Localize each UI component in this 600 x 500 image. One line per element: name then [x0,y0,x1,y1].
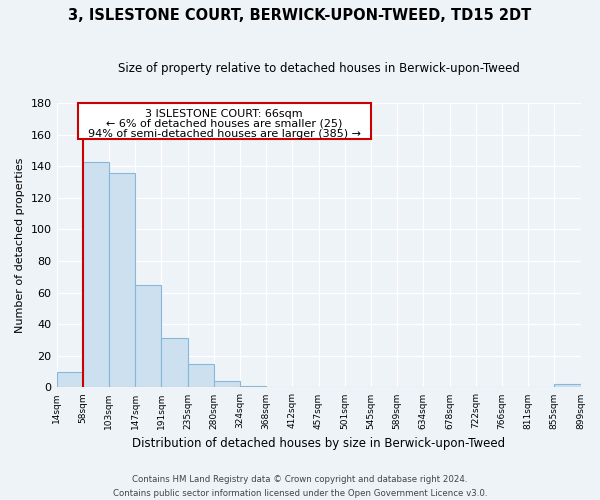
Text: 3 ISLESTONE COURT: 66sqm: 3 ISLESTONE COURT: 66sqm [145,108,303,118]
X-axis label: Distribution of detached houses by size in Berwick-upon-Tweed: Distribution of detached houses by size … [132,437,505,450]
Bar [554,384,581,388]
Bar [83,162,109,388]
Text: 3, ISLESTONE COURT, BERWICK-UPON-TWEED, TD15 2DT: 3, ISLESTONE COURT, BERWICK-UPON-TWEED, … [68,8,532,22]
Text: ← 6% of detached houses are smaller (25): ← 6% of detached houses are smaller (25) [106,119,343,129]
Bar [135,284,161,388]
Bar [188,364,214,388]
Text: Contains HM Land Registry data © Crown copyright and database right 2024.
Contai: Contains HM Land Registry data © Crown c… [113,476,487,498]
Bar [214,381,240,388]
Bar [161,338,188,388]
Bar [56,372,83,388]
Text: 94% of semi-detached houses are larger (385) →: 94% of semi-detached houses are larger (… [88,129,361,139]
FancyBboxPatch shape [77,103,371,138]
Y-axis label: Number of detached properties: Number of detached properties [15,158,25,333]
Title: Size of property relative to detached houses in Berwick-upon-Tweed: Size of property relative to detached ho… [118,62,520,76]
Bar [109,172,135,388]
Bar [240,386,266,388]
